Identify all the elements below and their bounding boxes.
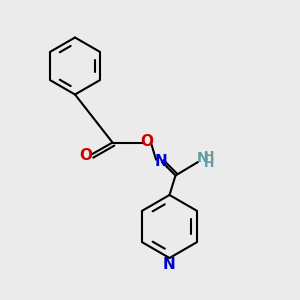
Text: N: N <box>163 257 176 272</box>
Text: N: N <box>155 154 167 169</box>
Text: N: N <box>197 152 208 165</box>
Text: O: O <box>80 148 93 164</box>
Text: O: O <box>140 134 154 148</box>
Text: H: H <box>204 150 214 163</box>
Text: H: H <box>204 157 214 170</box>
